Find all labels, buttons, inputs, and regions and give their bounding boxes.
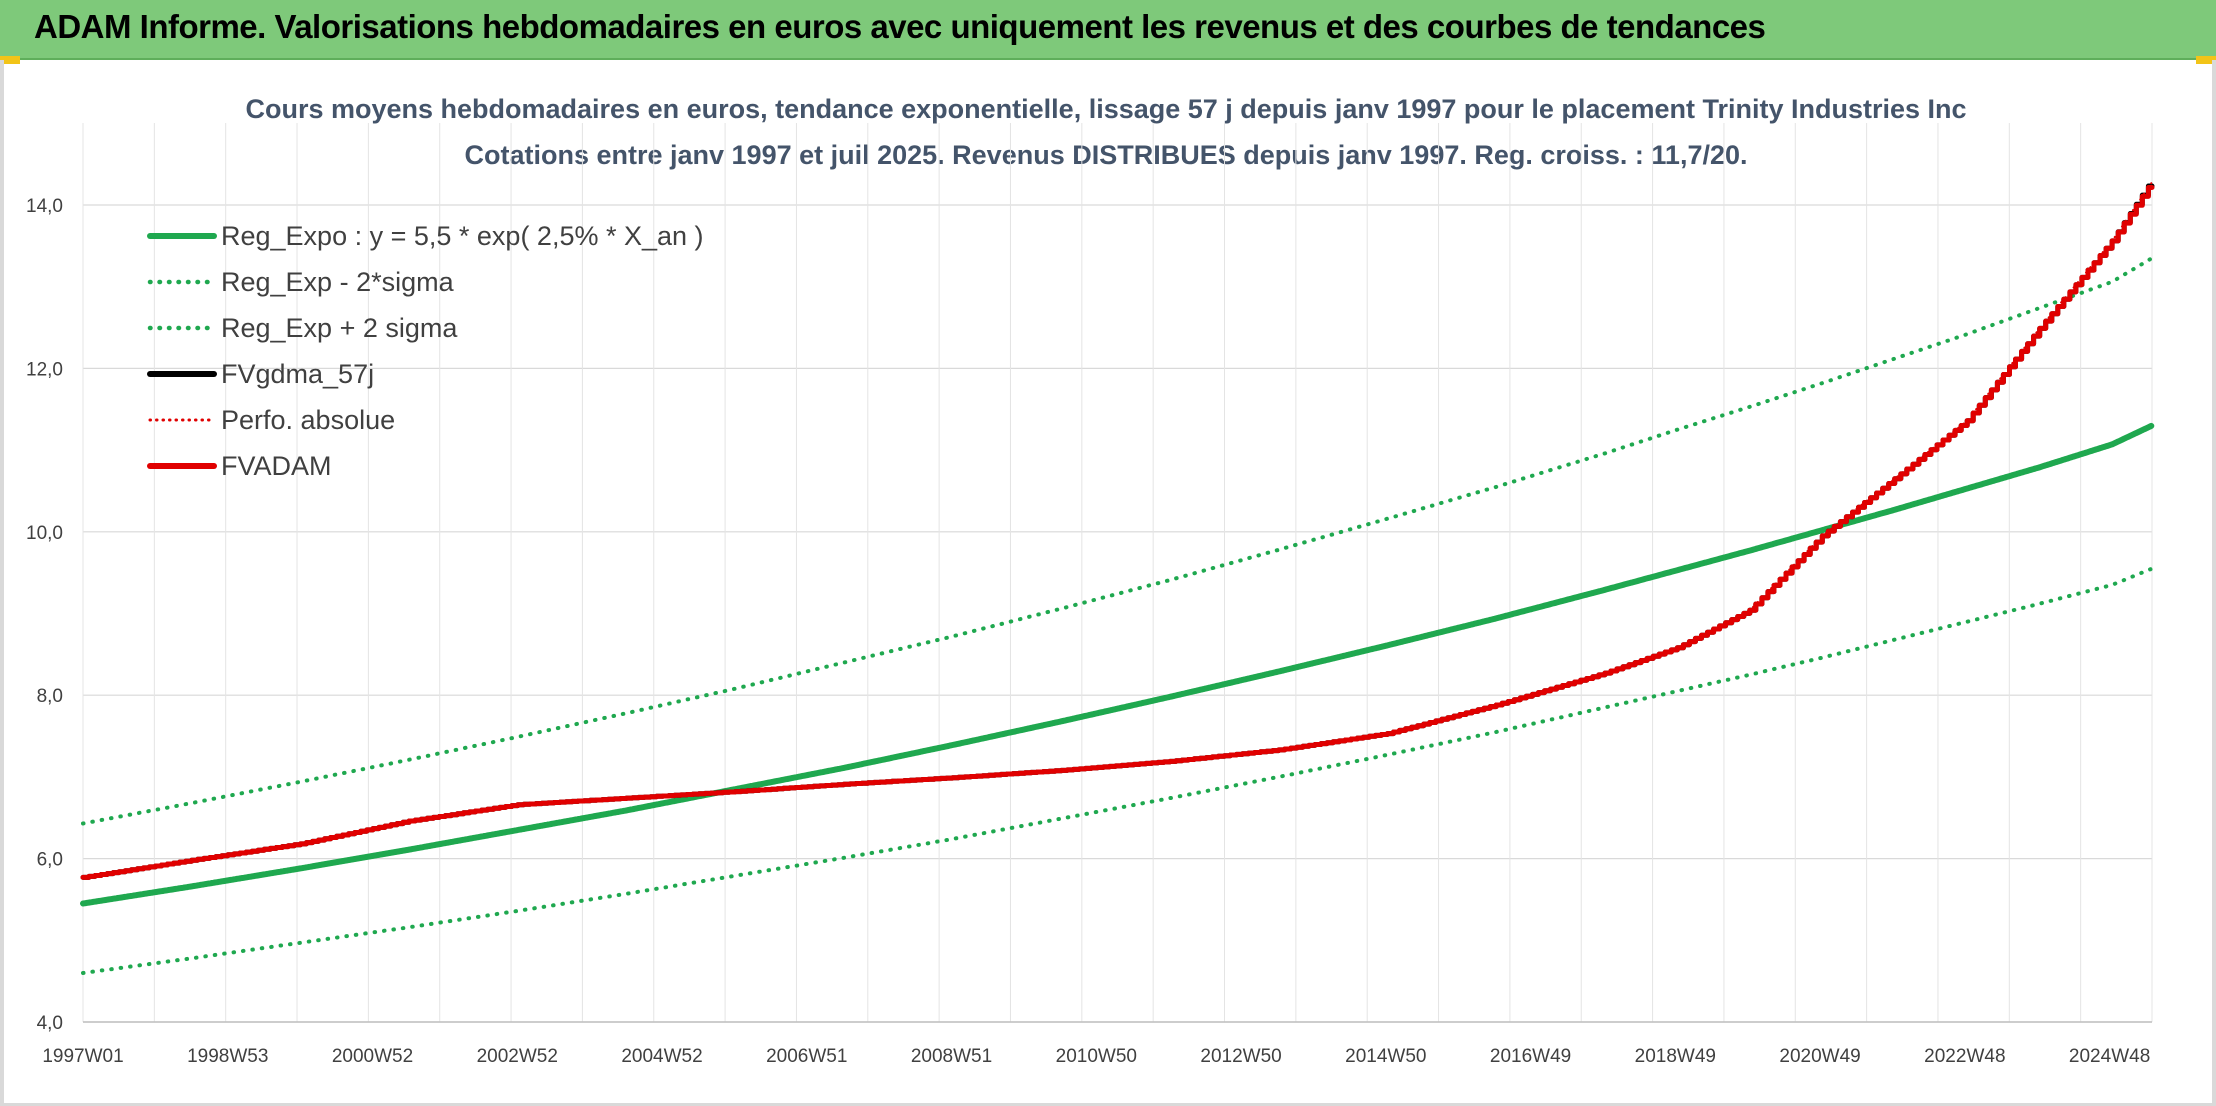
- series-line-1: [81, 566, 2154, 975]
- x-tick-label: 2014W50: [1345, 1046, 1426, 1067]
- legend-label: Reg_Expo : y = 5,5 * exp( 2,5% * X_an ): [221, 221, 704, 251]
- legend: Reg_Expo : y = 5,5 * exp( 2,5% * X_an ) R…: [147, 221, 704, 481]
- x-tick-label: 2012W50: [1200, 1046, 1281, 1067]
- series-line-4: [82, 182, 2153, 879]
- series-line-0: [80, 422, 2155, 907]
- legend-label: FVADAM: [221, 451, 332, 481]
- gridlines: [82, 123, 2153, 1023]
- x-axis-labels: 1997W01 1998W53 2000W52 2002W52 2004W52 2006W…: [42, 1046, 2150, 1067]
- y-tick-label: 10,0: [26, 523, 63, 544]
- legend-label: Reg_Exp + 2 sigma: [221, 313, 458, 343]
- y-tick-label: 14,0: [26, 196, 63, 217]
- y-tick-label: 6,0: [37, 850, 63, 871]
- series-line-2: [81, 256, 2154, 826]
- y-axis-labels: 4,0 6,0 8,0 10,0 12,0 14,0: [26, 196, 63, 1034]
- legend-entry: Reg_Expo : y = 5,5 * exp( 2,5% * X_an ): [147, 221, 704, 251]
- x-tick-label: 2018W49: [1635, 1046, 1716, 1067]
- legend-entry: FVgdma_57j: [147, 359, 374, 389]
- chart-subtitle: Cotations entre janv 1997 et juil 2025. …: [464, 140, 1747, 170]
- corner-marker-left: [0, 56, 20, 64]
- chart-frame: [0, 60, 2216, 1106]
- y-tick-label: 4,0: [37, 1013, 63, 1034]
- x-tick-label: 2016W49: [1490, 1046, 1571, 1067]
- x-tick-label: 2006W51: [766, 1046, 847, 1067]
- corner-marker-right: [2196, 56, 2216, 64]
- x-tick-label: 1998W53: [187, 1046, 268, 1067]
- legend-label: Perfo. absolue: [221, 405, 395, 435]
- legend-entry: Reg_Exp + 2 sigma: [147, 313, 458, 343]
- x-tick-label: 2000W52: [332, 1046, 413, 1067]
- x-tick-label: 2020W49: [1779, 1046, 1860, 1067]
- legend-entry: Reg_Exp - 2*sigma: [147, 267, 455, 297]
- series-lines: [80, 182, 2155, 975]
- chart-title: Cours moyens hebdomadaires en euros, ten…: [245, 94, 1966, 124]
- legend-label: FVgdma_57j: [221, 359, 374, 389]
- legend-entry: FVADAM: [147, 451, 332, 481]
- x-tick-label: 2002W52: [477, 1046, 558, 1067]
- x-tick-label: 2008W51: [911, 1046, 992, 1067]
- x-tick-label: 2004W52: [621, 1046, 702, 1067]
- x-tick-label: 2022W48: [1924, 1046, 2005, 1067]
- x-tick-label: 1997W01: [42, 1046, 123, 1067]
- y-tick-label: 8,0: [37, 686, 63, 707]
- legend-label: Reg_Exp - 2*sigma: [221, 267, 455, 297]
- y-tick-label: 12,0: [26, 359, 63, 380]
- page-title: ADAM Informe. Valorisations hebdomadaire…: [34, 8, 1766, 45]
- x-tick-label: 2010W50: [1056, 1046, 1137, 1067]
- legend-entry: Perfo. absolue: [148, 405, 395, 435]
- x-tick-label: 2024W48: [2069, 1046, 2150, 1067]
- header-banner: ADAM Informe. Valorisations hebdomadaire…: [0, 0, 2216, 60]
